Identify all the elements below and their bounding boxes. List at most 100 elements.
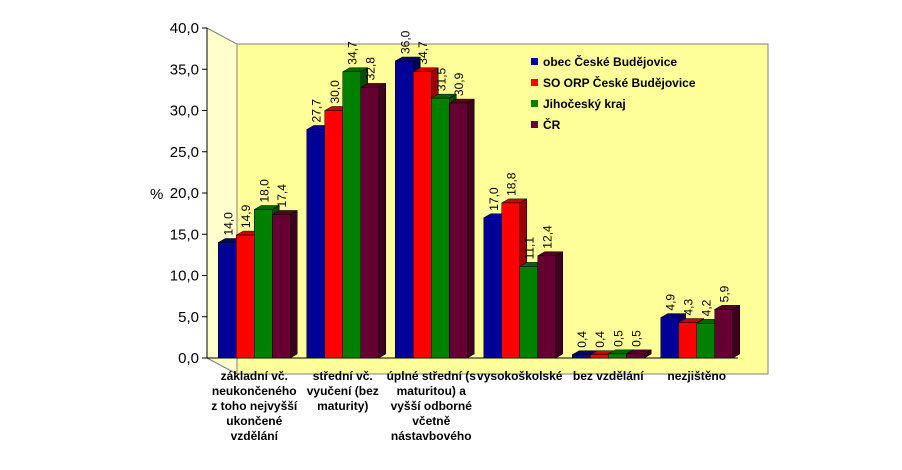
bar-side	[378, 82, 386, 359]
bar-front	[696, 323, 715, 359]
bar	[536, 251, 564, 359]
y-tick-label: 10,0	[170, 268, 199, 285]
data-label: 27,7	[310, 99, 324, 123]
data-label: 36,0	[398, 30, 412, 54]
y-tick-label: 20,0	[170, 185, 199, 202]
category-label-line: nezjištěno	[667, 369, 726, 383]
data-label: 18,0	[257, 179, 271, 203]
bar-front	[272, 214, 291, 359]
bar-front	[236, 234, 255, 359]
data-labels: 14,0 14,9 18,0 17,4 27,7 30,0 34,7 32,8 36,0 34,7…	[221, 30, 732, 347]
category-label-line: vyšší odborné	[391, 399, 473, 413]
bar-front	[626, 353, 645, 359]
category-label-line: maturity)	[317, 399, 368, 413]
legend-entry: obec České Budějovice	[543, 54, 677, 69]
bar-front	[501, 202, 520, 359]
category-label: vysokoškolské	[477, 369, 563, 383]
category-label-line: úplné střední (s	[387, 369, 477, 383]
bar-front	[572, 354, 591, 359]
data-label: 18,8	[505, 172, 519, 196]
bar-front	[360, 87, 379, 359]
data-label: 30,9	[452, 72, 466, 96]
bar-side	[555, 251, 563, 359]
bar-front	[395, 60, 414, 359]
y-tick-label: 15,0	[170, 226, 199, 243]
data-label: 0,4	[593, 331, 607, 348]
bar-front	[306, 129, 325, 359]
bar-front	[324, 110, 343, 359]
bar	[713, 304, 741, 359]
y-tick-label: 5,0	[178, 309, 199, 326]
category-label: bez vzdělání	[573, 369, 644, 383]
legend-swatch	[531, 100, 538, 107]
category-label-line: nástavbového	[391, 429, 472, 443]
bar	[448, 98, 476, 359]
category-label: nezjištěno	[667, 369, 726, 383]
data-label: 14,9	[239, 204, 253, 228]
data-label: 34,7	[416, 41, 430, 65]
y-tick-label: 40,0	[170, 20, 199, 37]
bar-front	[678, 322, 697, 359]
bar	[625, 349, 653, 359]
data-label: 17,4	[275, 184, 289, 208]
data-label: 32,8	[364, 57, 378, 81]
data-label: 11,1	[523, 237, 537, 260]
bar-front	[449, 102, 468, 359]
data-label: 4,2	[700, 299, 714, 316]
bar-front	[660, 317, 679, 359]
bar	[271, 210, 299, 359]
bar-side	[732, 304, 740, 359]
category-label-line: základní vč.	[221, 369, 288, 383]
category-label-line: včetně	[412, 414, 450, 428]
bar	[359, 82, 387, 359]
y-tick-label: 25,0	[170, 144, 199, 161]
category-label-line: vzdělání	[231, 429, 279, 443]
bars	[217, 56, 741, 359]
data-label: 14,0	[221, 212, 235, 236]
legend-entry: ČR	[543, 117, 561, 132]
category-label-line: neukončeného	[212, 384, 297, 398]
bar-front	[590, 354, 609, 359]
legend: obec České Budějovice SO ORP České Budějo…	[531, 54, 696, 132]
category-label-line: vysokoškolské	[477, 369, 563, 383]
bar-front	[519, 266, 538, 359]
data-label: 0,5	[611, 330, 625, 347]
legend-swatch	[531, 79, 538, 86]
data-label: 34,7	[346, 41, 360, 65]
category-label-line: z toho nejvyšší	[211, 399, 298, 413]
category-label-line: bez vzdělání	[573, 369, 644, 383]
legend-swatch	[531, 121, 538, 128]
data-label: 4,9	[664, 294, 678, 311]
category-label-line: vyučení (bez	[307, 384, 379, 398]
data-label: 0,5	[629, 330, 643, 347]
data-label: 5,9	[718, 285, 732, 302]
bar-front	[483, 217, 502, 359]
y-tick-label: 30,0	[170, 103, 199, 120]
legend-swatch	[531, 58, 538, 65]
data-label: 31,5	[434, 67, 448, 91]
bar-front	[254, 209, 273, 359]
legend-entry: Jihočeský kraj	[543, 97, 626, 111]
data-label: 17,0	[487, 187, 501, 211]
category-label-line: ukončené	[226, 414, 282, 428]
bar-front	[342, 71, 361, 359]
y-axis-label: %	[150, 186, 163, 203]
bar-front	[537, 255, 556, 359]
bar-front	[608, 353, 627, 359]
y-axis: 0,0 5,0 10,0 15,0 20,0 25,0 30,0 35,0 40,0	[170, 20, 738, 367]
y-tick-label: 0,0	[178, 350, 199, 367]
bar-side	[290, 210, 298, 359]
data-label: 12,4	[541, 225, 555, 249]
bar-side	[467, 98, 475, 359]
bar-front	[413, 71, 432, 359]
category-label-line: střední vč.	[313, 369, 373, 383]
bar-front	[431, 97, 450, 359]
data-label: 4,3	[682, 299, 696, 316]
category-label-line: maturitou) a	[397, 384, 467, 398]
data-label: 30,0	[328, 80, 342, 104]
data-label: 0,4	[575, 331, 589, 348]
